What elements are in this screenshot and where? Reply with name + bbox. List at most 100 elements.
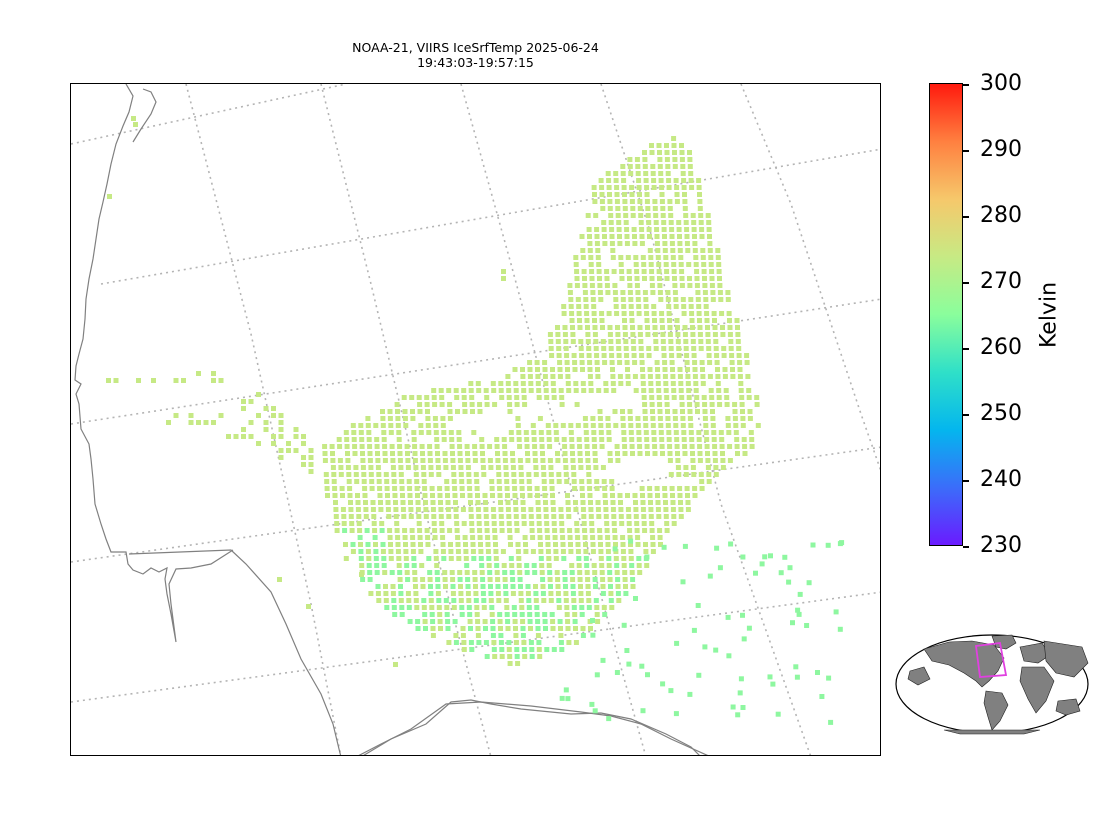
temperature-pixel: [521, 388, 527, 393]
temperature-pixel: [451, 605, 457, 610]
temperature-pixel: [450, 577, 456, 582]
temperature-pixel: [635, 290, 641, 295]
temperature-pixel: [720, 332, 726, 337]
temperature-pixel: [340, 493, 345, 498]
temperature-pixel: [637, 332, 643, 337]
temperature-pixel: [385, 500, 391, 505]
temperature-pixel: [667, 325, 673, 330]
temperature-pixel: [644, 563, 650, 568]
temperature-pixel: [558, 640, 564, 645]
temperature-pixel: [692, 241, 698, 246]
colorbar-tick-label: 260: [980, 335, 1022, 360]
temperature-pixel: [541, 472, 547, 477]
temperature-pixel: [519, 605, 525, 610]
temperature-pixel: [734, 437, 740, 442]
temperature-pixel: [478, 556, 484, 561]
temperature-pixel: [405, 591, 411, 596]
temperature-pixel: [746, 625, 752, 631]
temperature-pixel: [574, 528, 580, 533]
temperature-pixel: [697, 199, 703, 204]
temperature-pixel: [595, 367, 600, 372]
temperature-pixel: [600, 591, 606, 596]
temperature-pixel: [542, 374, 548, 379]
temperature-pixel: [592, 332, 598, 337]
temperature-pixel: [645, 451, 650, 456]
temperature-pixel: [349, 528, 355, 533]
temperature-pixel: [482, 493, 488, 498]
temperature-pixel: [378, 507, 384, 512]
temperature-pixel: [233, 434, 239, 439]
temperature-pixel: [422, 486, 428, 491]
temperature-pixel: [336, 437, 342, 442]
temperature-pixel: [786, 579, 792, 585]
temperature-pixel: [468, 626, 473, 631]
temperature-pixel: [589, 269, 595, 274]
temperature-pixel: [710, 290, 716, 295]
temperature-pixel: [293, 427, 299, 432]
temperature-pixel: [492, 654, 498, 659]
temperature-pixel: [556, 353, 562, 358]
temperature-pixel: [359, 444, 365, 449]
temperature-pixel: [602, 234, 607, 239]
temperature-pixel: [588, 255, 594, 260]
temperature-pixel: [664, 269, 670, 274]
temperature-pixel: [625, 374, 631, 379]
temperature-pixel: [684, 353, 690, 358]
temperature-pixel: [652, 318, 657, 323]
temperature-pixel: [497, 486, 503, 491]
temperature-pixel: [549, 486, 555, 491]
temperature-pixel: [510, 465, 516, 470]
temperature-pixel: [308, 448, 314, 453]
temperature-pixel: [702, 409, 708, 414]
temperature-pixel: [391, 605, 397, 610]
temperature-pixel: [384, 479, 390, 484]
temperature-pixel: [555, 584, 561, 589]
temperature-pixel: [498, 500, 503, 505]
temperature-pixel: [457, 444, 463, 449]
temperature-pixel: [357, 528, 363, 533]
temperature-pixel: [635, 416, 641, 421]
temperature-pixel: [504, 479, 510, 484]
temperature-pixel: [762, 554, 768, 560]
temperature-pixel: [674, 437, 680, 442]
temperature-pixel: [631, 353, 637, 358]
temperature-pixel: [591, 430, 597, 435]
temperature-pixel: [663, 507, 669, 512]
temperature-pixel: [460, 507, 466, 512]
temperature-pixel: [390, 591, 396, 596]
temperature-pixel: [308, 462, 314, 467]
temperature-pixel: [595, 500, 601, 505]
temperature-pixel: [136, 378, 141, 383]
temperature-pixel: [729, 353, 735, 358]
temperature-pixel: [623, 346, 629, 351]
temperature-pixel: [707, 360, 713, 365]
temperature-pixel: [457, 570, 463, 575]
temperature-pixel: [652, 199, 658, 204]
temperature-pixel: [685, 381, 691, 386]
temperature-pixel: [502, 458, 508, 463]
temperature-pixel: [472, 570, 478, 575]
temperature-pixel: [517, 458, 523, 463]
temperature-pixel: [749, 444, 755, 449]
temperature-pixel: [664, 521, 670, 526]
temperature-pixel: [616, 227, 622, 232]
temperature-pixel: [613, 171, 619, 176]
temperature-pixel: [717, 565, 723, 571]
temperature-pixel: [427, 458, 433, 463]
temperature-pixel: [670, 374, 676, 379]
temperature-pixel: [455, 409, 460, 414]
temperature-pixel: [522, 402, 528, 407]
temperature-pixel: [417, 535, 423, 540]
temperature-pixel: [688, 430, 694, 435]
temperature-pixel: [570, 465, 576, 470]
temperature-pixel: [665, 290, 671, 295]
temperature-pixel: [691, 472, 697, 477]
temperature-pixel: [521, 514, 527, 519]
temperature-pixel: [570, 451, 575, 456]
temperature-pixel: [635, 535, 641, 540]
temperature-pixel: [495, 591, 501, 596]
temperature-pixel: [367, 444, 373, 449]
temperature-pixel: [538, 549, 544, 554]
temperature-pixel: [381, 563, 387, 568]
map-panel[interactable]: [70, 83, 881, 756]
